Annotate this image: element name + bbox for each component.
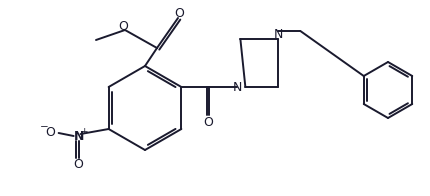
Text: N: N [233,81,242,93]
Text: O: O [203,115,213,129]
Text: O: O [46,125,55,139]
Text: −: − [40,122,49,132]
Text: +: + [80,126,87,135]
Text: O: O [74,159,83,172]
Text: N: N [273,27,283,41]
Text: N: N [74,130,84,142]
Text: O: O [118,19,128,33]
Text: O: O [174,6,184,19]
